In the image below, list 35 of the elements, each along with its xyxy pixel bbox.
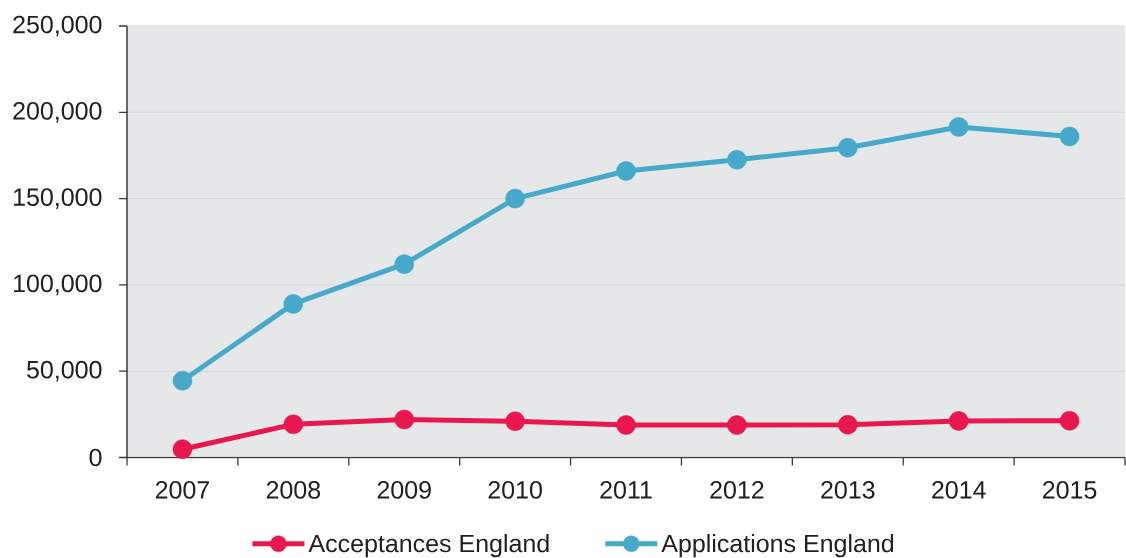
point [616,161,636,181]
y-tick-label: 100,000 [14,274,102,296]
x-tick-label: 2012 [710,481,764,499]
point [948,117,969,137]
point [1059,126,1080,147]
point [172,370,193,391]
y-tick-label: 200,000 [13,101,102,123]
x-tick-label: 2014 [932,481,986,499]
point [727,415,747,435]
x-tick-label: 2007 [155,481,209,499]
point [838,414,858,435]
x-tick-label: 2008 [266,481,321,499]
point [172,439,193,459]
y-tick-label: 0 [89,448,102,467]
x-tick-label: 2011 [600,481,652,499]
point [1059,410,1080,431]
point [727,150,747,170]
point [394,409,414,430]
point [838,137,858,158]
y-tick-label: 250,000 [13,15,102,37]
legend-label: Acceptances England [308,533,549,558]
x-tick-label: 2015 [1043,481,1097,499]
y-tick-label: 50,000 [27,360,102,382]
point [948,411,969,431]
legend-label: Applications England [661,533,894,558]
point [505,411,525,431]
point [616,415,636,435]
point [283,294,304,314]
point [505,188,525,209]
point [394,254,414,274]
x-tick-label: 2010 [488,481,542,499]
y-tick-label: 150,000 [14,188,102,209]
x-tick-label: 2013 [821,481,875,499]
point [283,414,304,435]
x-tick-label: 2009 [377,481,431,499]
